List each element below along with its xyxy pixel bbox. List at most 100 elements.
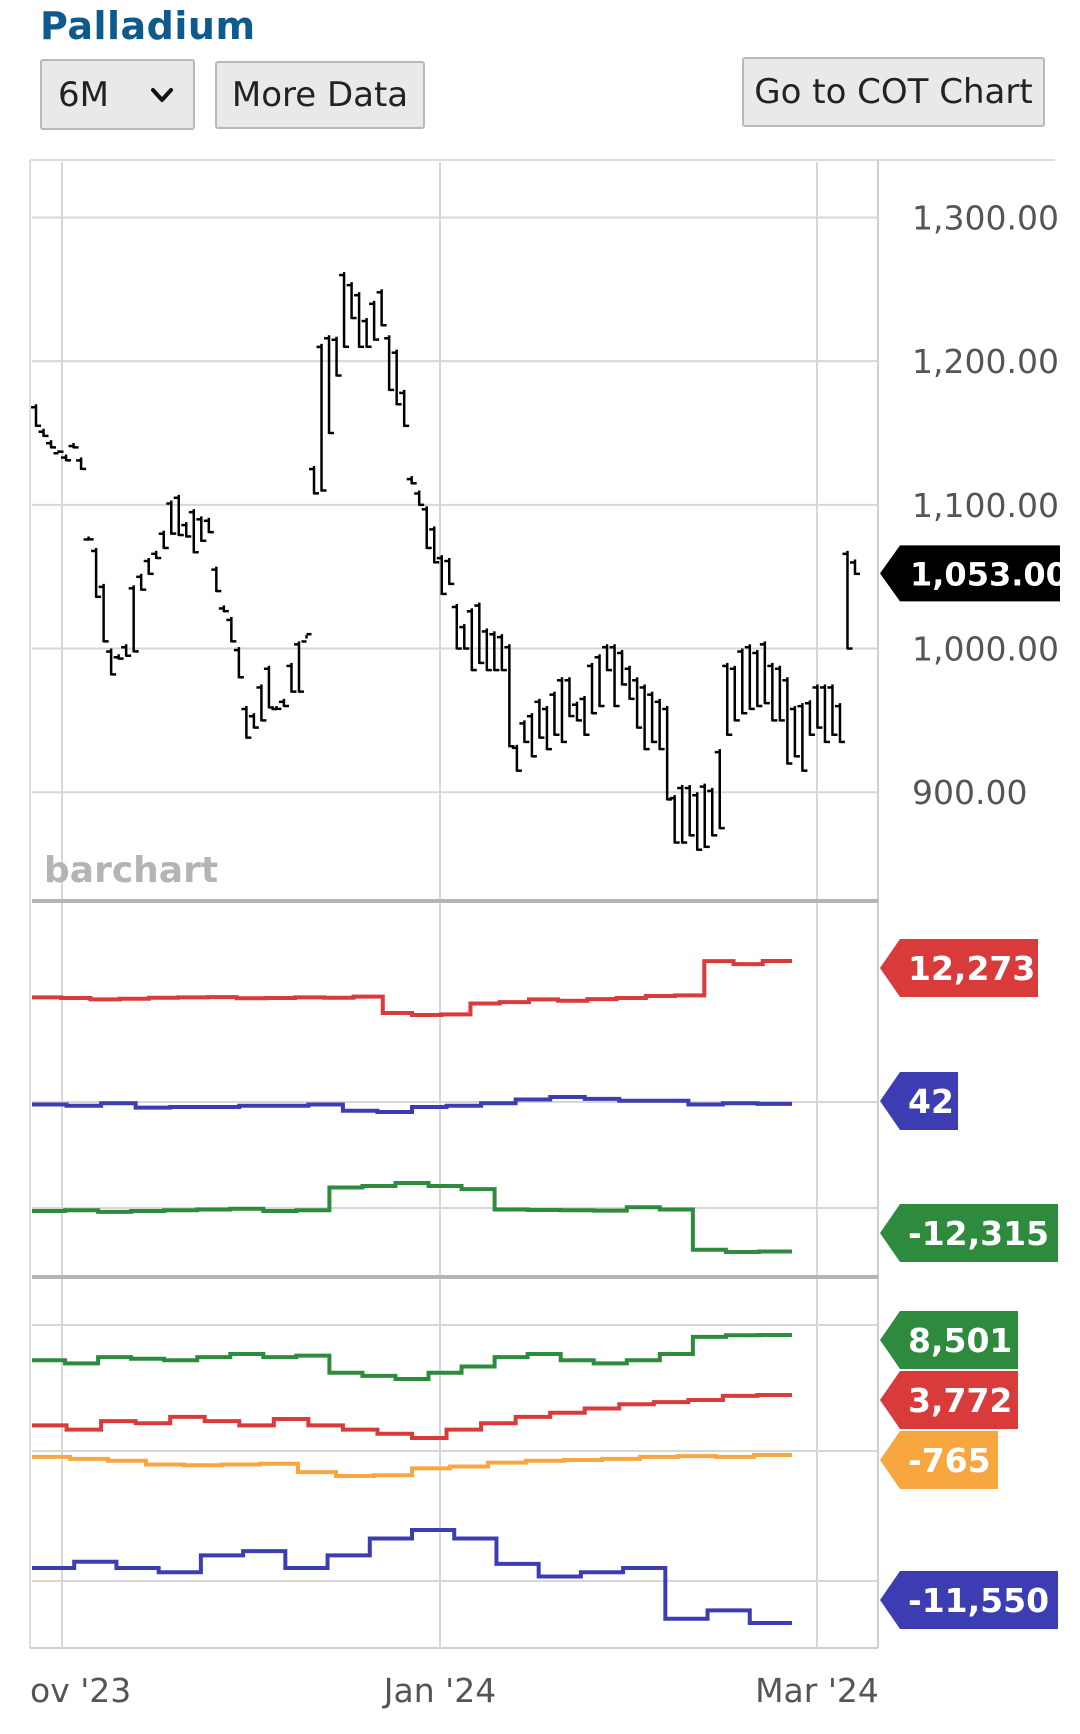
orange-value-tag-text: -765 xyxy=(908,1441,991,1480)
ohlc-bar xyxy=(677,785,688,844)
ohlc-bar xyxy=(143,558,154,576)
ohlc-bar xyxy=(376,289,387,327)
ohlc-bar xyxy=(361,318,372,349)
ohlc-bar xyxy=(842,550,853,650)
blue-value-tag: -11,550 xyxy=(880,1571,1058,1629)
green-value-tag-bg xyxy=(880,1311,1018,1369)
ohlc-bar xyxy=(511,744,522,772)
ohlc-bar xyxy=(136,573,147,591)
ohlc-bar xyxy=(834,703,845,744)
ohlc-bar xyxy=(782,677,793,765)
orange-value-tag: -765 xyxy=(880,1431,998,1489)
orange-value-tag-bg xyxy=(880,1431,998,1489)
ohlc-bar xyxy=(587,662,598,715)
more-data-button[interactable]: More Data xyxy=(215,61,425,129)
ohlc-bar xyxy=(571,701,582,722)
ohlc-bar xyxy=(850,559,860,576)
ohlc-bar xyxy=(466,608,477,672)
ohlc-bar xyxy=(444,558,455,586)
ohlc-bar xyxy=(121,644,132,657)
ohlc-bar xyxy=(759,641,770,705)
blue-value-tag-bg xyxy=(880,1571,1058,1629)
ohlc-bar xyxy=(459,624,470,650)
ohlc-bar xyxy=(83,536,94,541)
ohlc-bar xyxy=(233,647,244,679)
ohlc-bar xyxy=(38,428,49,438)
blue-value-tag: 42 xyxy=(880,1072,958,1130)
ohlc-bar xyxy=(196,516,207,543)
ohlc-bar xyxy=(594,654,605,708)
ohlc-bar xyxy=(639,684,650,751)
ohlc-bar xyxy=(256,684,267,722)
ohlc-bar xyxy=(203,517,214,534)
page-title: Palladium xyxy=(40,4,256,48)
red-series-line xyxy=(32,959,792,1017)
ohlc-bar xyxy=(151,550,162,560)
chevron-down-icon xyxy=(151,87,173,102)
ohlc-bar xyxy=(541,706,552,751)
ohlc-bar xyxy=(271,706,282,711)
ohlc-bar xyxy=(707,787,718,837)
ohlc-bar xyxy=(602,644,613,672)
red-value-tag: 12,273 xyxy=(880,939,1038,997)
ohlc-bar xyxy=(534,698,545,739)
cot-chart-button[interactable]: Go to COT Chart xyxy=(742,57,1045,127)
ohlc-bar xyxy=(564,677,575,718)
ohlc-bar xyxy=(76,457,87,471)
ohlc-bar xyxy=(113,654,124,660)
blue-value-tag-bg xyxy=(880,1072,958,1130)
ohlc-bar xyxy=(331,336,342,377)
x-tick-label: ov '23 xyxy=(30,1671,131,1710)
ohlc-bar xyxy=(316,343,327,492)
ohlc-bar xyxy=(436,555,447,596)
ohlc-bar xyxy=(827,684,838,737)
ohlc-bar xyxy=(293,641,304,693)
ohlc-bar xyxy=(684,785,695,837)
ohlc-bar xyxy=(406,476,417,485)
ohlc-bar xyxy=(526,713,537,758)
red-value-tag: 3,772 xyxy=(880,1371,1018,1429)
blue-value-tag-text: -11,550 xyxy=(908,1581,1049,1620)
ohlc-bar xyxy=(752,649,763,708)
ohlc-bar xyxy=(662,706,673,801)
blue-series-line xyxy=(32,1095,792,1114)
ohlc-bar xyxy=(519,720,530,744)
ohlc-bar xyxy=(211,566,222,593)
ohlc-bar xyxy=(248,713,259,729)
ohlc-bar xyxy=(579,695,590,737)
ohlc-bar xyxy=(797,703,808,772)
ohlc-bar xyxy=(699,783,710,849)
last-price-tag-text: 1,053.00 xyxy=(910,555,1068,593)
ohlc-bar xyxy=(504,644,515,748)
blue-value-tag-text: 42 xyxy=(908,1082,954,1121)
ohlc-bar xyxy=(737,648,748,715)
green-value-tag-text: -12,315 xyxy=(908,1214,1049,1253)
ohlc-bar xyxy=(278,698,289,708)
ohlc-bar xyxy=(767,662,778,722)
ohlc-bar xyxy=(46,440,57,449)
y-tick-label: 1,300.00 xyxy=(912,198,1059,237)
y-tick-label: 1,100.00 xyxy=(912,486,1059,525)
ohlc-bar xyxy=(166,500,177,535)
blue-series-line xyxy=(32,1528,792,1625)
ohlc-bar xyxy=(414,490,425,507)
orange-series-line xyxy=(32,1453,792,1478)
ohlc-bar xyxy=(226,616,237,643)
ohlc-bar xyxy=(158,530,169,550)
period-select[interactable]: 6M xyxy=(40,59,195,130)
ohlc-bar xyxy=(61,454,72,462)
ohlc-bar xyxy=(98,583,109,643)
ohlc-bar xyxy=(31,404,41,428)
last-price-tag-bg xyxy=(880,545,1060,602)
ohlc-bar xyxy=(617,649,628,686)
ohlc-bar xyxy=(819,684,830,744)
green-value-tag-text: 8,501 xyxy=(908,1321,1012,1360)
ohlc-bar xyxy=(624,665,635,701)
ohlc-bar xyxy=(714,749,725,830)
green-value-tag-bg xyxy=(880,1204,1058,1262)
y-tick-label: 1,200.00 xyxy=(912,342,1059,381)
x-tick-label: Jan '24 xyxy=(382,1671,496,1710)
ohlc-bar xyxy=(218,605,229,613)
ohlc-bar xyxy=(744,644,755,711)
